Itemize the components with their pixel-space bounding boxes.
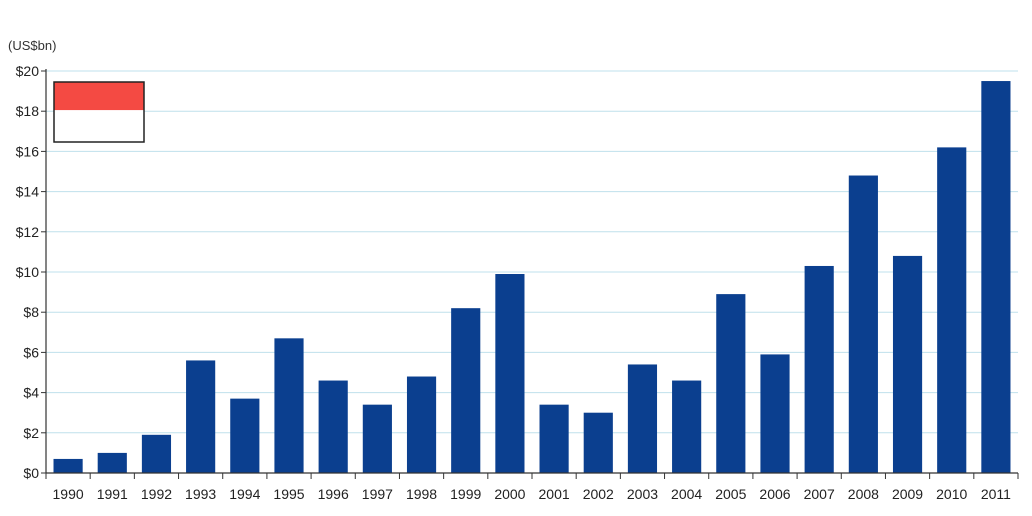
x-tick-label: 1998 <box>406 486 437 502</box>
y-tick-label: $16 <box>16 143 40 159</box>
bar-1991 <box>97 452 127 473</box>
bar-1992 <box>141 434 172 473</box>
x-tick-label: 2003 <box>627 486 658 502</box>
x-tick-label: 1996 <box>318 486 349 502</box>
y-tick-label: $20 <box>16 63 40 79</box>
y-tick-label: $0 <box>23 465 39 481</box>
x-tick-label: 1999 <box>450 486 481 502</box>
y-tick-label: $6 <box>23 344 39 360</box>
legend-swatch-red <box>54 82 144 111</box>
y-tick-label: $14 <box>16 184 40 200</box>
bar-1996 <box>318 380 348 473</box>
y-tick-label: $2 <box>23 425 39 441</box>
y-tick-label: $18 <box>16 103 40 119</box>
x-tick-label: 2002 <box>583 486 614 502</box>
bar-2010 <box>937 147 967 473</box>
x-tick-label: 1993 <box>185 486 216 502</box>
y-axis-unit-label: (US$bn) <box>8 38 57 53</box>
bars <box>53 81 1011 474</box>
y-tick-label: $8 <box>23 304 39 320</box>
bar-2009 <box>892 255 923 473</box>
bar-1994 <box>230 398 260 473</box>
legend-swatch-white <box>54 110 144 142</box>
bar-1999 <box>451 308 481 473</box>
bar-1997 <box>362 404 392 473</box>
y-tick-label: $12 <box>16 224 40 240</box>
x-tick-label: 1990 <box>53 486 84 502</box>
x-tick-label: 2009 <box>892 486 923 502</box>
axes <box>41 69 1019 479</box>
bar-2000 <box>495 274 525 473</box>
x-tick-label: 1997 <box>362 486 393 502</box>
x-tick-label: 2007 <box>804 486 835 502</box>
x-tick-labels: 1990 1991 1992 1993 1994 1995 1996 1997 1998 1999… <box>53 486 1012 502</box>
bar-1995 <box>274 338 304 473</box>
bar-2007 <box>804 265 834 473</box>
x-tick-label: 1992 <box>141 486 172 502</box>
x-tick-label: 1995 <box>273 486 304 502</box>
x-tick-label: 1994 <box>229 486 260 502</box>
bar-2011 <box>981 81 1011 474</box>
y-tick-label: $4 <box>23 385 39 401</box>
x-tick-label: 2001 <box>539 486 570 502</box>
x-tick-label: 2008 <box>848 486 879 502</box>
bar-1998 <box>406 376 437 473</box>
legend-border <box>53 81 145 143</box>
x-tick-label: 2010 <box>936 486 967 502</box>
bar-2004 <box>672 380 702 473</box>
bar-2008 <box>848 175 878 473</box>
bar-2003 <box>627 364 658 473</box>
y-tick-label: $10 <box>16 264 40 280</box>
bar-2006 <box>760 354 790 473</box>
bar-1990 <box>53 458 83 473</box>
x-tick-label: 2004 <box>671 486 702 502</box>
x-tick-label: 2005 <box>715 486 746 502</box>
bar-2005 <box>716 294 746 473</box>
x-tick-label: 2011 <box>981 486 1011 502</box>
y-tick-labels: $0 $2 $4 $6 $8 $10 $12 $14 $16 $18 $20 <box>16 63 40 481</box>
bar-2001 <box>539 404 569 473</box>
bar-2002 <box>583 412 613 473</box>
x-tick-label: 2000 <box>494 486 525 502</box>
bar-1993 <box>186 360 216 473</box>
x-tick-label: 1991 <box>97 486 128 502</box>
x-tick-label: 2006 <box>759 486 790 502</box>
legend <box>53 81 145 143</box>
